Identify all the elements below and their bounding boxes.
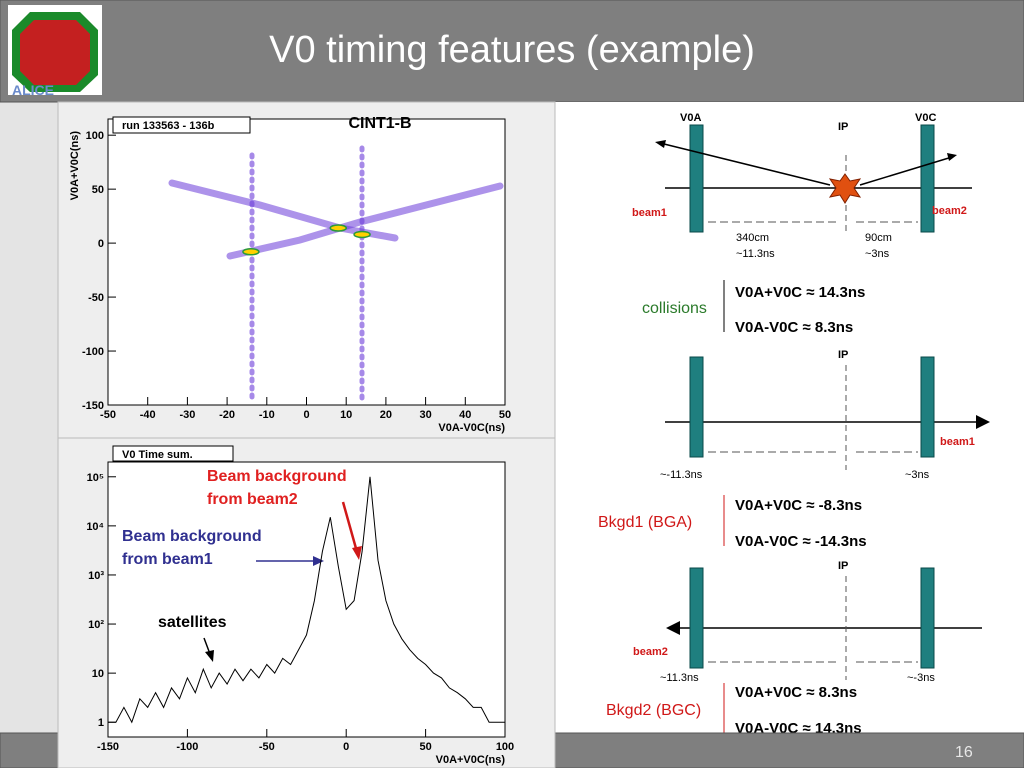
label: beam2 xyxy=(932,205,967,217)
label: 90cm xyxy=(865,232,892,244)
chart-title: CINT1-B xyxy=(348,115,411,132)
diagram-area xyxy=(555,102,1024,733)
x-tick-label: -30 xyxy=(179,409,195,421)
annotation: from beam2 xyxy=(207,491,298,508)
stats-box xyxy=(112,445,234,462)
label: ~3ns xyxy=(905,469,930,481)
plot-frame xyxy=(107,118,506,406)
y-tick-label: 0 xyxy=(98,238,104,250)
label: IP xyxy=(838,121,848,133)
annotation: Beam background xyxy=(207,468,347,485)
formula: V0A+V0C ≈ 14.3ns xyxy=(735,284,865,301)
label: V0A xyxy=(680,112,701,124)
header-band xyxy=(0,0,1024,103)
label: beam2 xyxy=(633,646,668,658)
x-tick-label: 20 xyxy=(380,409,392,421)
x-tick-label: -40 xyxy=(140,409,156,421)
diagram-collisions xyxy=(655,124,972,233)
annotation-arrows xyxy=(203,501,362,662)
plot-frame xyxy=(107,461,506,738)
y-tick-label: 10³ xyxy=(88,570,104,582)
y-tick-label: 50 xyxy=(92,184,104,196)
logo: ALICE xyxy=(8,5,102,98)
label: ~11.3ns xyxy=(660,672,699,684)
y-tick-label: -150 xyxy=(82,400,104,412)
label: ~-3ns xyxy=(907,672,935,684)
x-tick-label: 100 xyxy=(496,741,514,753)
histogram-line xyxy=(108,476,505,724)
x-axis-label: V0A+V0C(ns) xyxy=(436,754,506,766)
formula: V0A-V0C ≈ 8.3ns xyxy=(735,319,853,336)
x-tick-label: 0 xyxy=(343,741,349,753)
x-tick-label: 10 xyxy=(340,409,352,421)
label: IP xyxy=(838,349,848,361)
label: V0C xyxy=(915,112,936,124)
label: Bkgd1 (BGA) xyxy=(598,514,692,531)
hot-spot xyxy=(329,224,348,232)
annotation: from beam1 xyxy=(122,551,213,568)
page-number: 16 xyxy=(955,744,973,761)
y-tick-label: 10⁵ xyxy=(87,472,104,484)
y-tick-label: -100 xyxy=(82,346,104,358)
annotation: Beam background xyxy=(122,528,262,545)
svg-text:ALICE: ALICE xyxy=(12,82,54,98)
y-tick-label: -50 xyxy=(88,292,104,304)
y-tick-label: 100 xyxy=(86,130,104,142)
label: ~-11.3ns xyxy=(660,469,703,481)
y-axis-label: V0A+V0C(ns) xyxy=(69,131,81,201)
slide-title: V0 timing features (example) xyxy=(269,29,755,71)
y-tick-label: 1 xyxy=(98,717,104,729)
label: 340cm xyxy=(736,232,769,244)
formula: V0A+V0C ≈ -8.3ns xyxy=(735,497,862,514)
y-tick-label: 10⁴ xyxy=(86,521,104,533)
label: ~11.3ns xyxy=(736,248,775,260)
label: ~3ns xyxy=(865,248,890,260)
x-tick-label: 30 xyxy=(419,409,431,421)
chart-title: V0 Time sum. xyxy=(122,449,193,461)
x-tick-label: -20 xyxy=(219,409,235,421)
x-tick-label: 0 xyxy=(303,409,309,421)
label: Bkgd2 (BGC) xyxy=(606,702,701,719)
x-tick-label: 40 xyxy=(459,409,471,421)
x-tick-label: 50 xyxy=(499,409,511,421)
label: collisions xyxy=(642,300,707,317)
x-tick-label: -150 xyxy=(97,741,119,753)
hot-spot xyxy=(353,230,371,239)
x-tick-label: -50 xyxy=(259,741,275,753)
formula: V0A-V0C ≈ -14.3ns xyxy=(735,533,867,550)
formula: V0A+V0C ≈ 8.3ns xyxy=(735,684,857,701)
hot-spot xyxy=(242,247,260,256)
label: beam1 xyxy=(940,436,975,448)
x-axis-label: V0A-V0C(ns) xyxy=(438,422,505,434)
x-tick-label: -10 xyxy=(259,409,275,421)
stats-box xyxy=(112,116,251,134)
x-tick-label: -100 xyxy=(176,741,198,753)
label: IP xyxy=(838,560,848,572)
y-tick-label: 10² xyxy=(88,619,104,631)
x-tick-label: 50 xyxy=(419,741,431,753)
x-tick-label: -50 xyxy=(100,409,116,421)
annotation: satellites xyxy=(158,614,227,631)
run-label: run 133563 - 136b xyxy=(122,120,215,132)
label: beam1 xyxy=(632,207,667,219)
y-tick-label: 10 xyxy=(92,668,104,680)
diagram-bgc xyxy=(666,567,982,680)
diagram-bga xyxy=(665,356,990,470)
